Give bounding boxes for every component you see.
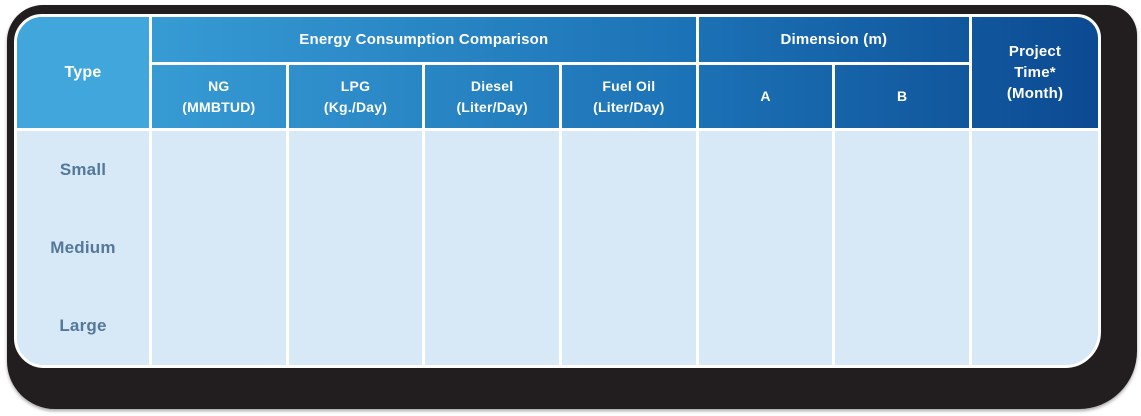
row-label-small: Small	[59, 160, 107, 179]
cell-small-project-time	[972, 131, 1098, 209]
header-col-a: A	[699, 65, 836, 128]
cell-medium-b	[835, 209, 969, 287]
header-group-dimension-label: Dimension (m)	[780, 31, 888, 48]
cell-small-b	[835, 131, 969, 209]
cell-medium-lpg	[289, 209, 423, 287]
cell-large-project-time	[972, 287, 1098, 365]
cell-large-fuel-oil	[562, 287, 696, 365]
header-col-ng: NG (MMBTUD)	[152, 65, 289, 128]
row-label-cell-small: Small	[17, 131, 149, 209]
cell-small-diesel	[425, 131, 559, 209]
header-col-fuel-oil: Fuel Oil (Liter/Day)	[562, 65, 699, 128]
row-label-cell-medium: Medium	[17, 209, 149, 287]
row-label-cell-large: Large	[17, 287, 149, 365]
table-body: Small Medium Large	[17, 131, 1098, 365]
cell-large-a	[699, 287, 833, 365]
header-col-lpg: LPG (Kg./Day)	[289, 65, 426, 128]
header-col-diesel-label: Diesel (Liter/Day)	[456, 78, 528, 115]
header-col-a-label: A	[760, 88, 771, 105]
header-project-time-label: Project Time* (Month)	[1006, 43, 1064, 102]
header-project-time: Project Time* (Month)	[972, 17, 1098, 128]
header-type-label: Type	[64, 63, 102, 81]
column-type: Small Medium Large	[17, 131, 152, 365]
column-a	[699, 131, 836, 365]
cell-medium-ng	[152, 209, 286, 287]
comparison-table: Type Energy Consumption Comparison Dimen…	[14, 14, 1101, 368]
table-outer-frame: Type Energy Consumption Comparison Dimen…	[7, 5, 1137, 409]
column-diesel	[425, 131, 563, 365]
row-label-medium: Medium	[50, 238, 116, 257]
table-header: Type Energy Consumption Comparison Dimen…	[17, 17, 1098, 131]
column-project-time	[972, 131, 1098, 365]
header-col-lpg-label: LPG (Kg./Day)	[323, 78, 388, 115]
cell-large-diesel	[425, 287, 559, 365]
column-lpg	[289, 131, 426, 365]
cell-large-ng	[152, 287, 286, 365]
cell-medium-fuel-oil	[562, 209, 696, 287]
header-col-b-label: B	[897, 88, 908, 105]
column-ng	[152, 131, 289, 365]
cell-small-a	[699, 131, 833, 209]
header-group-energy-label: Energy Consumption Comparison	[299, 31, 549, 48]
cell-large-b	[835, 287, 969, 365]
cell-small-ng	[152, 131, 286, 209]
header-col-diesel: Diesel (Liter/Day)	[425, 65, 562, 128]
header-col-fuel-oil-label: Fuel Oil (Liter/Day)	[593, 78, 665, 115]
header-col-ng-label: NG (MMBTUD)	[182, 78, 256, 115]
row-label-large: Large	[59, 316, 107, 335]
cell-medium-a	[699, 209, 833, 287]
header-group-dimension: Dimension (m)	[698, 17, 972, 65]
cell-medium-diesel	[425, 209, 559, 287]
cell-small-fuel-oil	[562, 131, 696, 209]
header-col-b: B	[835, 65, 972, 128]
cell-medium-project-time	[972, 209, 1098, 287]
column-fuel-oil	[562, 131, 699, 365]
column-b	[835, 131, 973, 365]
cell-small-lpg	[289, 131, 423, 209]
header-group-energy: Energy Consumption Comparison	[152, 17, 699, 65]
header-type: Type	[17, 17, 152, 128]
cell-large-lpg	[289, 287, 423, 365]
